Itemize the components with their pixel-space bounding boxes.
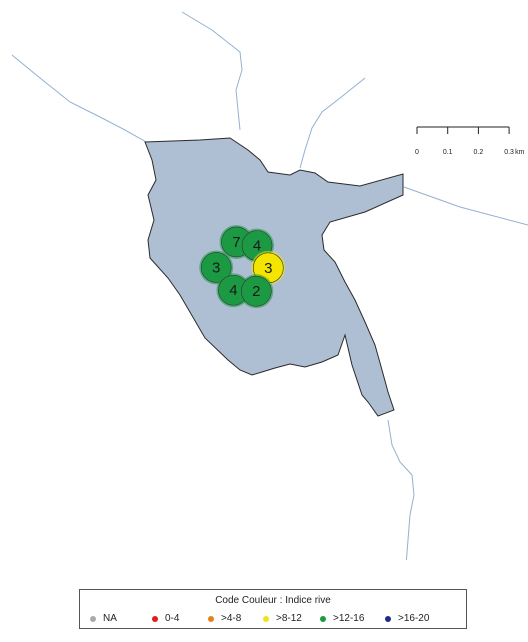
scalebar-tick-label: 0.3 (504, 149, 514, 156)
legend-item-label: NA (103, 613, 117, 624)
legend-dot-icon (263, 615, 269, 622)
legend-dot-icon (90, 615, 96, 622)
river-network (11, 11, 528, 560)
site-value-label: 7 (232, 234, 240, 251)
legend-dot-icon (152, 615, 158, 622)
legend-item: >8-12 (263, 613, 302, 624)
river-inflow-northwest (11, 54, 149, 144)
map-canvas: 7 43 34 2 0 0.1 0.2 0.3 km (11, 11, 528, 560)
legend-dot-icon (320, 615, 326, 622)
site-marker-circle (241, 275, 272, 307)
river-inflow-northeast (299, 77, 366, 169)
legend: Code Couleur : Indice rive NA 0-4 >4-8 >8-1… (79, 589, 467, 629)
river-inflow-north (181, 11, 243, 131)
site-marker-circle (200, 252, 232, 283)
legend-items: NA 0-4 >4-8 >8-12 >12-16 >16-20 (80, 613, 466, 627)
site-value-label: 3 (264, 260, 272, 277)
scalebar-tick-label: 0 (415, 149, 419, 156)
legend-item: 0-4 (152, 613, 179, 624)
legend-dot-icon (208, 615, 214, 622)
legend-item-label: >4-8 (221, 613, 242, 624)
site-value-label: 4 (253, 238, 261, 255)
legend-item: >4-8 (208, 613, 241, 624)
site-marker[interactable]: 2 (239, 274, 274, 309)
site-value-label: 3 (212, 259, 220, 276)
legend-item-label: >8-12 (276, 613, 302, 624)
scalebar: 0 0.1 0.2 0.3 km (415, 126, 525, 156)
legend-title: Code Couleur : Indice rive (215, 595, 331, 606)
legend-item-label: >16-20 (398, 613, 430, 624)
river-outflow-south (387, 419, 415, 560)
scalebar-unit: km (515, 149, 525, 156)
legend-item-label: >12-16 (333, 613, 365, 624)
legend-item: >12-16 (320, 613, 364, 624)
site-value-label: 2 (252, 283, 260, 300)
site-value-label: 4 (229, 282, 237, 299)
legend-dot-icon (385, 615, 391, 622)
river-inflow-east (403, 186, 528, 226)
sites-layer: 7 43 34 2 (199, 224, 286, 309)
scalebar-tick-label: 0.1 (443, 149, 453, 156)
scalebar-tick-label: 0.2 (474, 149, 484, 156)
legend-item: NA (90, 613, 117, 624)
legend-item: >16-20 (385, 613, 429, 624)
legend-item-label: 0-4 (165, 613, 180, 624)
